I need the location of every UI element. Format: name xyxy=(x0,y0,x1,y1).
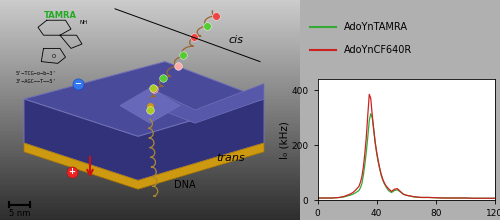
Polygon shape xyxy=(120,88,180,123)
Text: +: + xyxy=(68,167,75,176)
Text: AdoYnTAMRA: AdoYnTAMRA xyxy=(344,22,408,32)
Text: 5'−TCG−o−b−3': 5'−TCG−o−b−3' xyxy=(16,71,56,75)
Polygon shape xyxy=(24,99,264,180)
Text: cis: cis xyxy=(228,35,243,45)
Polygon shape xyxy=(150,84,264,123)
Text: NH: NH xyxy=(80,20,88,24)
Text: 5 nm: 5 nm xyxy=(9,209,30,218)
Text: AdoYnCF640R: AdoYnCF640R xyxy=(344,45,412,55)
Polygon shape xyxy=(24,143,264,189)
Polygon shape xyxy=(24,62,264,136)
Text: TAMRA: TAMRA xyxy=(44,11,76,20)
Text: −: − xyxy=(74,79,82,88)
Y-axis label: I₀ (kHz): I₀ (kHz) xyxy=(280,121,290,159)
Text: 3'−AGC−−T−−5': 3'−AGC−−T−−5' xyxy=(16,79,56,84)
Text: DNA: DNA xyxy=(174,180,196,190)
Text: trans: trans xyxy=(216,153,244,163)
Text: O: O xyxy=(52,54,56,59)
